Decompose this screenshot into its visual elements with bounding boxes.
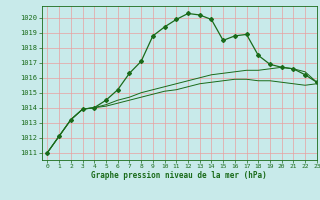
X-axis label: Graphe pression niveau de la mer (hPa): Graphe pression niveau de la mer (hPa): [91, 171, 267, 180]
